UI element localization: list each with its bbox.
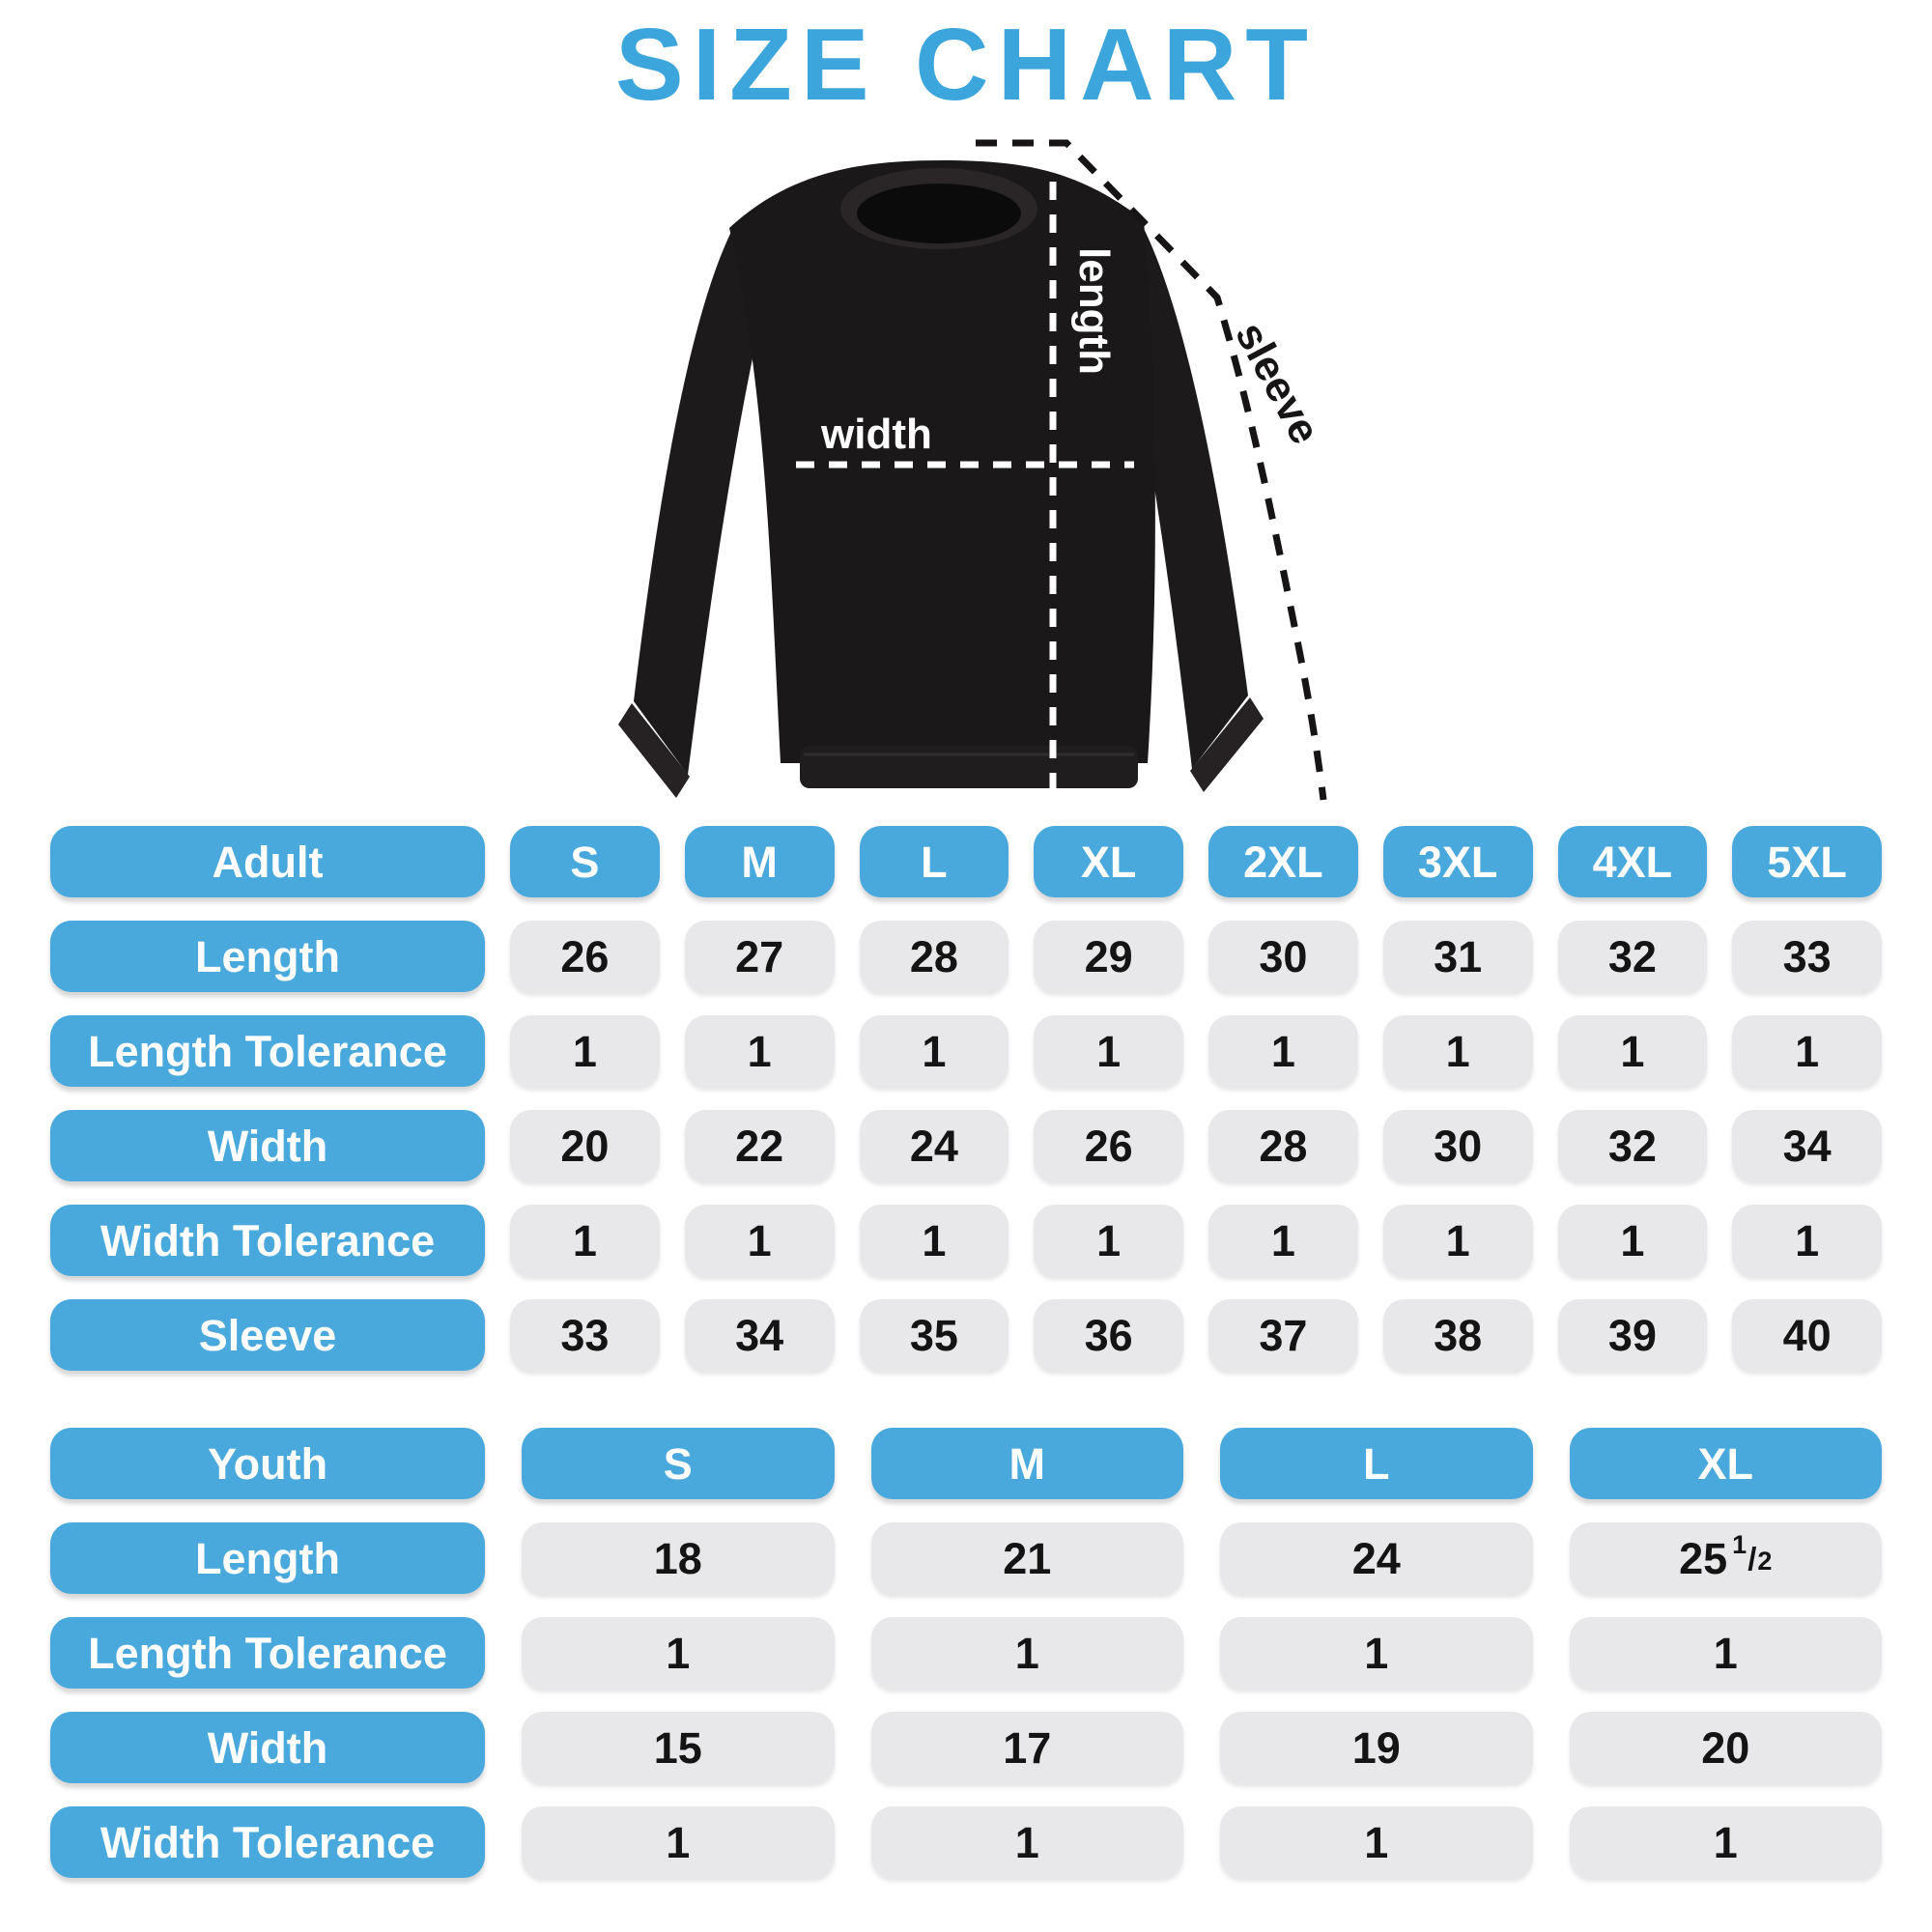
value-cell: 29 — [1034, 921, 1183, 992]
size-header-cell: L — [859, 826, 1009, 897]
value-cell: 1 — [1220, 1806, 1533, 1878]
width-label: width — [820, 411, 932, 458]
left-sleeve-shape — [634, 222, 765, 775]
size-header-cell: 3XL — [1382, 826, 1533, 897]
value-cell: 37 — [1208, 1299, 1358, 1371]
value-cell: 1 — [1732, 1015, 1882, 1087]
value-cell: 20 — [510, 1110, 660, 1181]
value-cell: 31 — [1382, 921, 1533, 992]
value-cell: 33 — [510, 1299, 660, 1371]
row-label-cell: Width Tolerance — [50, 1806, 485, 1878]
value-cell: 1 — [522, 1617, 835, 1689]
right-cuff-shape — [1190, 697, 1264, 792]
youth-size-table: Youth S M L XL Length 18 21 24 25 1/2 Length Tolera… — [50, 1428, 1882, 1878]
size-header-cell: M — [684, 826, 835, 897]
value-cell: 24 — [859, 1110, 1009, 1181]
size-header-cell: M — [870, 1428, 1183, 1499]
value-cell: 26 — [510, 921, 660, 992]
value-cell: 28 — [1208, 1110, 1358, 1181]
fraction: 1/2 — [1732, 1529, 1773, 1577]
value-cell: 1 — [870, 1617, 1183, 1689]
size-header-cell: 4XL — [1557, 826, 1708, 897]
size-header-cell: S — [522, 1428, 835, 1499]
value-cell: 1 — [859, 1205, 1009, 1276]
adult-size-table: Adult S M L XL 2XL 3XL 4XL 5XL Length 26 27 28 29 30 31… — [50, 826, 1882, 1371]
value-cell: 25 1/2 — [1569, 1522, 1882, 1594]
row-label-cell: Length Tolerance — [50, 1015, 485, 1087]
value-cell: 32 — [1557, 921, 1708, 992]
row-label-cell: Width — [50, 1712, 485, 1783]
row-label-cell: Length — [50, 921, 485, 992]
value-cell: 24 — [1220, 1522, 1533, 1594]
row-label-cell: Width — [50, 1110, 485, 1181]
value-cell: 1 — [1034, 1205, 1183, 1276]
value-cell: 28 — [859, 921, 1009, 992]
value-cell: 40 — [1732, 1299, 1882, 1371]
value-cell: 38 — [1382, 1299, 1533, 1371]
value-cell: 1 — [1557, 1205, 1708, 1276]
value-cell: 35 — [859, 1299, 1009, 1371]
sleeve-measure-line — [976, 139, 1327, 801]
value-cell: 1 — [1569, 1806, 1882, 1878]
size-header-cell: 5XL — [1732, 826, 1882, 897]
value-cell: 30 — [1208, 921, 1358, 992]
value-cell: 34 — [1732, 1110, 1882, 1181]
value-cell: 1 — [1034, 1015, 1183, 1087]
value-cell: 1 — [859, 1015, 1009, 1087]
value-cell: 1 — [1569, 1617, 1882, 1689]
size-header-cell: XL — [1034, 826, 1183, 897]
waistband-shape — [800, 746, 1138, 788]
sleeve-label: sleeve — [1226, 315, 1328, 452]
left-cuff-shape — [618, 703, 690, 798]
page-title: SIZE CHART — [615, 8, 1317, 122]
size-header-cell: S — [510, 826, 660, 897]
value-cell: 1 — [1732, 1205, 1882, 1276]
size-header-cell: L — [1220, 1428, 1533, 1499]
size-header-cell: 2XL — [1208, 826, 1358, 897]
value-cell: 1 — [1208, 1015, 1358, 1087]
value-cell: 34 — [684, 1299, 835, 1371]
value-cell: 22 — [684, 1110, 835, 1181]
value-cell: 26 — [1034, 1110, 1183, 1181]
size-header-cell: XL — [1569, 1428, 1882, 1499]
value-cell: 1 — [1208, 1205, 1358, 1276]
row-label-cell: Length Tolerance — [50, 1617, 485, 1689]
value-cell: 1 — [1557, 1015, 1708, 1087]
collar-inner — [857, 184, 1021, 243]
value-cell: 1 — [684, 1015, 835, 1087]
value-cell: 15 — [522, 1712, 835, 1783]
value-cell: 17 — [870, 1712, 1183, 1783]
value-cell: 20 — [1569, 1712, 1882, 1783]
table-title-cell: Adult — [50, 826, 485, 897]
value-cell: 1 — [1220, 1617, 1533, 1689]
value-cell: 30 — [1382, 1110, 1533, 1181]
table-title-cell: Youth — [50, 1428, 485, 1499]
value-cell: 19 — [1220, 1712, 1533, 1783]
value-cell: 1 — [522, 1806, 835, 1878]
row-label-cell: Length — [50, 1522, 485, 1594]
value-cell: 21 — [870, 1522, 1183, 1594]
value-cell: 39 — [1557, 1299, 1708, 1371]
value-cell: 1 — [510, 1015, 660, 1087]
value-cell: 33 — [1732, 921, 1882, 992]
value-cell: 18 — [522, 1522, 835, 1594]
length-label: length — [1070, 247, 1118, 375]
row-label-cell: Sleeve — [50, 1299, 485, 1371]
value-cell: 27 — [684, 921, 835, 992]
value-cell: 1 — [870, 1806, 1183, 1878]
value-cell: 1 — [1382, 1015, 1533, 1087]
row-label-cell: Width Tolerance — [50, 1205, 485, 1276]
sweatshirt-graphic: width length sleeve — [618, 139, 1329, 801]
value-cell: 1 — [684, 1205, 835, 1276]
value-cell: 32 — [1557, 1110, 1708, 1181]
value-cell: 1 — [1382, 1205, 1533, 1276]
value-cell: 36 — [1034, 1299, 1183, 1371]
sweatshirt-diagram: width length sleeve — [531, 124, 1352, 814]
value-cell: 1 — [510, 1205, 660, 1276]
